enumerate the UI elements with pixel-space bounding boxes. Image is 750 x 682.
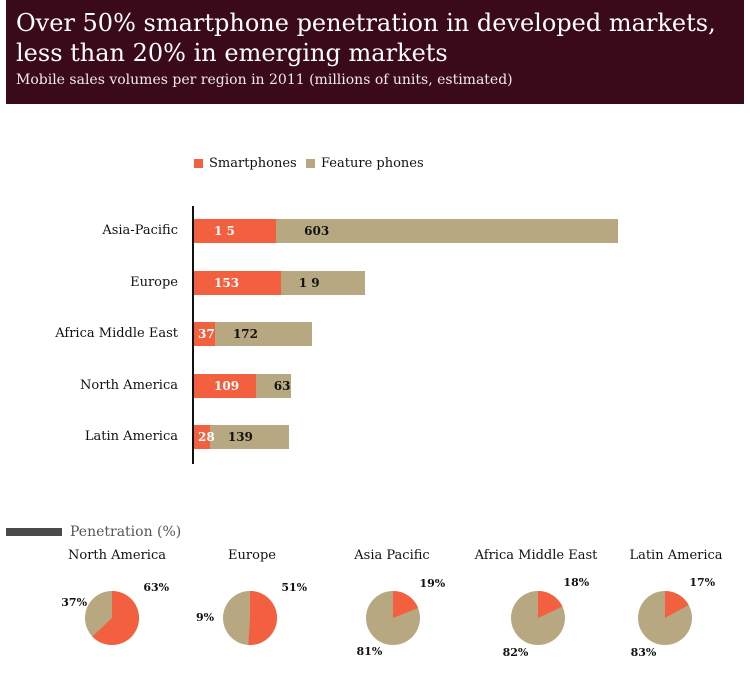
chart-title: Over 50% smartphone penetration in devel… — [16, 8, 736, 68]
pie-chart — [85, 591, 139, 645]
pie-slice-smartphones — [92, 591, 139, 645]
pie-label-smartphones: 17% — [689, 575, 716, 589]
pie-slice-smartphones — [393, 591, 419, 618]
pie-title: Europe — [228, 548, 276, 563]
pie-chart — [366, 591, 420, 645]
legend-swatch-smartphones — [194, 159, 203, 168]
penetration-title: Penetration (%) — [70, 524, 182, 540]
legend-label-feature-phones: Feature phones — [321, 156, 424, 171]
data-label-smartphones: 109 — [214, 378, 240, 393]
legend-label-smartphones: Smartphones — [209, 156, 297, 171]
pie-slice-smartphones — [538, 591, 563, 618]
pie-title: Asia Pacific — [354, 548, 430, 563]
title-line-1: Over 50% smartphone penetration in devel… — [16, 9, 716, 37]
pie-slice-smartphones — [248, 591, 277, 645]
data-label-smartphones: 1 5 — [214, 224, 235, 238]
pie-label-feature-phones: 83% — [630, 646, 657, 660]
title-line-2: less than 20% in emerging markets — [16, 39, 448, 67]
pie-label-smartphones: 19% — [419, 576, 446, 590]
legend-item-feature-phones: Feature phones — [306, 156, 424, 171]
legend-item-smartphones: Smartphones — [194, 156, 297, 171]
category-label: North America — [80, 377, 178, 393]
pie-chart — [638, 591, 692, 645]
category-label: Africa Middle East — [55, 326, 178, 341]
pie-title: Latin America — [629, 548, 723, 563]
pie-label-smartphones: 51% — [281, 580, 308, 594]
pie-label-smartphones: 63% — [143, 580, 170, 594]
legend-swatch-feature-phones — [306, 159, 315, 168]
penetration-header: Penetration (%) — [6, 524, 181, 540]
data-label-smartphones: 37 — [198, 327, 215, 341]
pie-title: North America — [68, 548, 166, 563]
pie-chart — [223, 591, 277, 645]
chart-subtitle: Mobile sales volumes per region in 2011 … — [16, 72, 513, 88]
bar-smartphones — [194, 270, 281, 295]
bar-feature-phones — [280, 270, 366, 295]
pie-label-feature-phones: 82% — [502, 645, 529, 659]
data-label-smartphones: 28 — [198, 430, 215, 444]
data-label-feature-phones: 1 9 — [298, 275, 320, 290]
pie-chart — [511, 591, 565, 645]
pie-label-feature-phones: 37% — [61, 596, 88, 610]
pie-label-feature-phones: 9% — [196, 610, 215, 624]
pie-slice-smartphones — [665, 591, 689, 618]
bar-smartphones — [194, 425, 210, 449]
data-label-feature-phones: 63 — [273, 378, 291, 393]
pie-title: Africa Middle East — [474, 548, 598, 563]
bar-smartphones — [194, 219, 277, 243]
category-label: Latin America — [84, 429, 178, 444]
category-label: Asia-Pacific — [102, 223, 178, 238]
bar-chart-axis — [192, 206, 194, 464]
category-label: Europe — [130, 274, 178, 290]
bar-feature-phones — [209, 425, 289, 449]
data-label-feature-phones: 603 — [304, 224, 330, 238]
chart-header: Over 50% smartphone penetration in devel… — [6, 0, 744, 104]
pie-label-feature-phones: 81% — [356, 645, 383, 659]
bar-feature-phones — [276, 219, 618, 243]
data-label-feature-phones: 139 — [227, 430, 253, 444]
bar-feature-phones — [214, 322, 313, 346]
penetration-marker — [6, 528, 62, 536]
bar-feature-phones — [255, 373, 292, 398]
bar-smartphones — [194, 373, 256, 398]
bar-smartphones — [194, 322, 215, 346]
data-label-feature-phones: 172 — [232, 327, 259, 341]
pie-label-smartphones: 18% — [563, 576, 590, 590]
data-label-smartphones: 153 — [214, 275, 240, 290]
